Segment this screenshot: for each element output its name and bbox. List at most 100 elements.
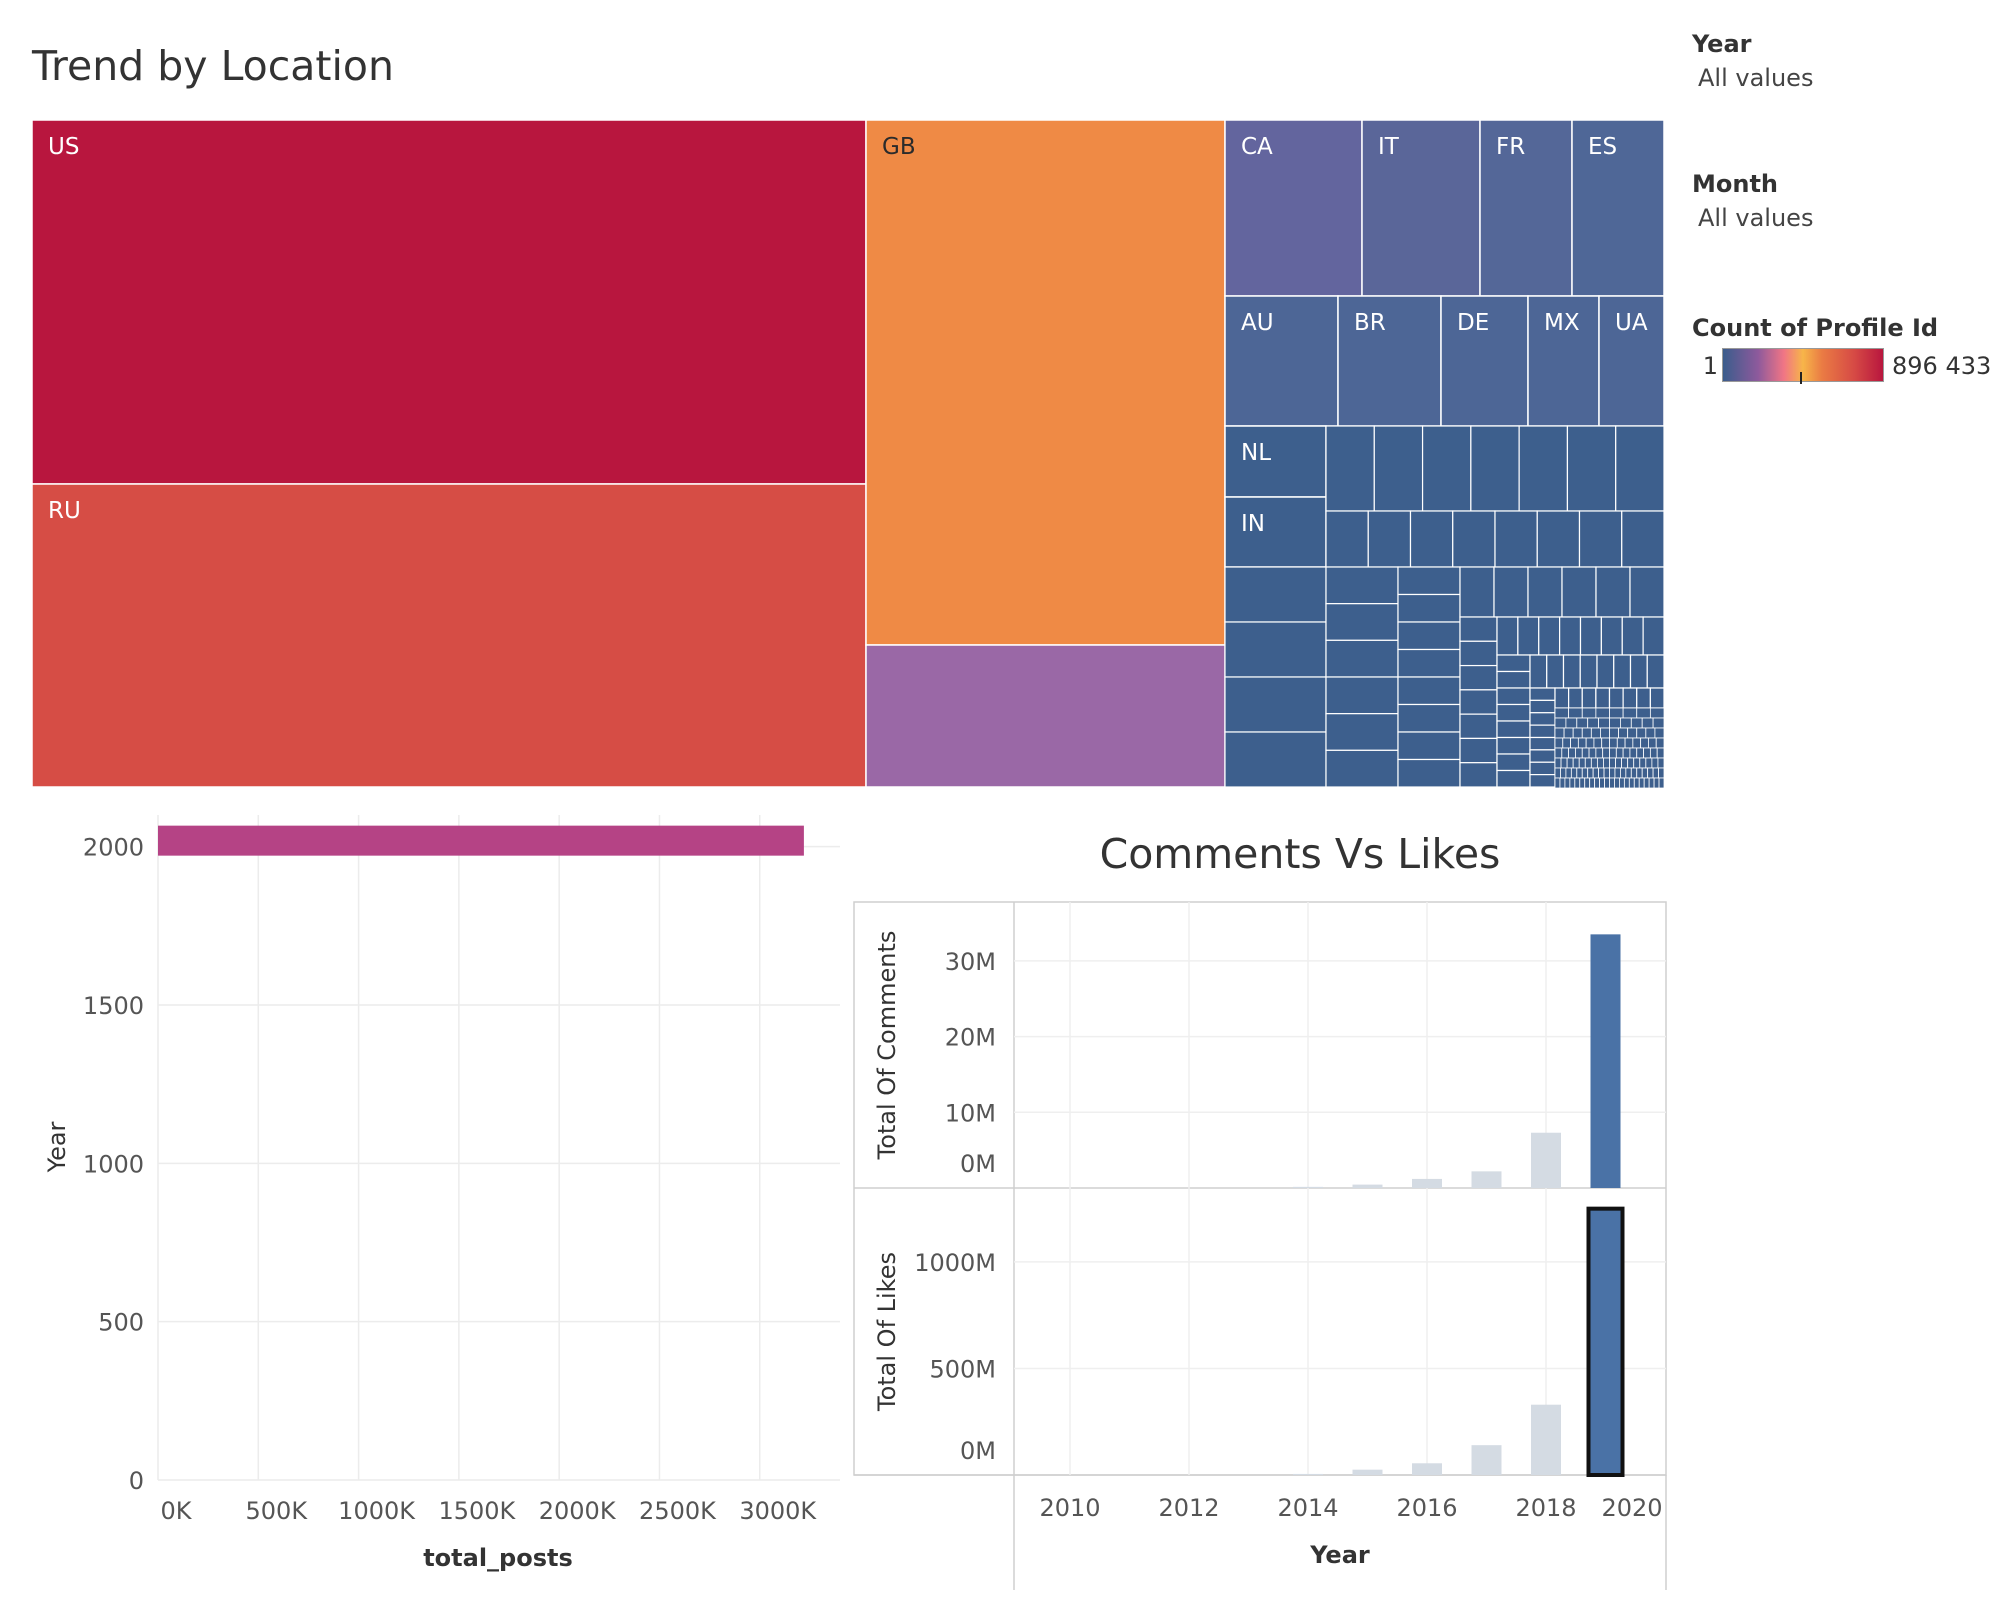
treemap-cell[interactable] — [865, 644, 1226, 788]
treemap-cell-small[interactable] — [1517, 616, 1540, 656]
treemap-cell-small[interactable] — [1579, 616, 1602, 656]
treemap-cell-small[interactable] — [1421, 425, 1472, 512]
treemap-cell-small[interactable] — [1568, 747, 1576, 759]
treemap-cell-small[interactable] — [1619, 777, 1625, 789]
treemap-cell-small[interactable] — [1595, 687, 1611, 709]
treemap-cell-small[interactable] — [1576, 767, 1583, 779]
treemap-cell-small[interactable] — [1470, 425, 1520, 512]
treemap-cell-small[interactable] — [1536, 510, 1581, 568]
treemap-cell-in[interactable] — [1224, 496, 1327, 568]
treemap-cell-small[interactable] — [1615, 757, 1623, 769]
treemap-cell-small[interactable] — [1224, 566, 1327, 623]
treemap-cell-small[interactable] — [1601, 737, 1610, 749]
treemap-cell-de[interactable] — [1440, 295, 1529, 427]
treemap-cell-small[interactable] — [1494, 510, 1538, 568]
treemap-cell-small[interactable] — [1561, 747, 1570, 759]
treemap-cell-small[interactable] — [1554, 687, 1570, 709]
treemap-cell-small[interactable] — [1529, 699, 1556, 714]
treemap-cell-small[interactable] — [1625, 767, 1632, 779]
treemap-cell-small[interactable] — [1554, 737, 1564, 749]
treemap-cell-small[interactable] — [1629, 747, 1638, 759]
treemap-cell-small[interactable] — [1616, 737, 1626, 749]
treemap-cell-small[interactable] — [1518, 425, 1569, 512]
treemap-cell-small[interactable] — [1636, 707, 1651, 719]
treemap-cell-small[interactable] — [1565, 717, 1578, 729]
treemap-cell-small[interactable] — [1560, 767, 1567, 779]
treemap-cell-small[interactable] — [1614, 767, 1621, 779]
treemap-cell-small[interactable] — [1459, 762, 1498, 788]
treemap-cell-small[interactable] — [1595, 707, 1610, 719]
treemap-cell-small[interactable] — [1615, 425, 1665, 512]
treemap-cell-small[interactable] — [1559, 777, 1566, 789]
treemap-cell-small[interactable] — [1633, 777, 1640, 789]
treemap-cell-small[interactable] — [1566, 425, 1617, 512]
treemap-cell-small[interactable] — [1658, 767, 1665, 779]
treemap-cell-small[interactable] — [1565, 767, 1572, 779]
treemap-cell-small[interactable] — [1576, 717, 1589, 729]
treemap-cell-small[interactable] — [1325, 749, 1399, 788]
treemap-cell-small[interactable] — [1572, 757, 1580, 769]
treemap-cell-gb[interactable] — [865, 119, 1226, 646]
treemap-cell-small[interactable] — [1397, 621, 1461, 651]
treemap-cell-fr[interactable] — [1479, 119, 1573, 297]
treemap-cell-small[interactable] — [1654, 727, 1665, 739]
treemap-cell-small[interactable] — [1627, 757, 1635, 769]
treemap-cell-small[interactable] — [1609, 767, 1616, 779]
likes-bar[interactable] — [1293, 1473, 1323, 1475]
likes-bar[interactable] — [1531, 1404, 1561, 1475]
treemap-cell-small[interactable] — [1648, 737, 1657, 749]
treemap-cell-small[interactable] — [1529, 749, 1556, 763]
treemap-cell-small[interactable] — [1554, 727, 1565, 739]
year-filter-value[interactable]: All values — [1698, 64, 1814, 92]
treemap-cell-small[interactable] — [1652, 717, 1665, 729]
treemap-cell-small[interactable] — [1554, 707, 1570, 719]
comments-bar[interactable] — [1531, 1132, 1561, 1188]
treemap-cell-small[interactable] — [1546, 654, 1565, 689]
treemap-cell-small[interactable] — [1574, 777, 1581, 789]
treemap-cell-small[interactable] — [1652, 767, 1659, 779]
treemap-cell-small[interactable] — [1588, 747, 1597, 759]
treemap-cell-small[interactable] — [1562, 654, 1581, 689]
likes-bar[interactable] — [1471, 1445, 1502, 1475]
treemap-cell-small[interactable] — [1579, 654, 1598, 689]
treemap-cell-small[interactable] — [1496, 654, 1531, 673]
treemap-cell-small[interactable] — [1609, 757, 1616, 769]
treemap-cell-small[interactable] — [1570, 767, 1578, 779]
treemap-cell-small[interactable] — [1529, 654, 1548, 689]
treemap-cell-small[interactable] — [1629, 654, 1648, 689]
treemap-cell-small[interactable] — [1628, 777, 1635, 789]
treemap-cell-small[interactable] — [1459, 737, 1498, 764]
treemap-cell-small[interactable] — [1640, 737, 1649, 749]
treemap-cell-small[interactable] — [1577, 737, 1587, 749]
treemap-cell-small[interactable] — [1529, 712, 1556, 726]
likes-bar[interactable] — [1412, 1463, 1442, 1475]
treemap-cell-small[interactable] — [1599, 777, 1605, 789]
treemap-cell-small[interactable] — [1459, 640, 1498, 667]
treemap-cell-small[interactable] — [1595, 747, 1604, 759]
treemap-cell-small[interactable] — [1581, 727, 1592, 739]
treemap-cell-small[interactable] — [1554, 747, 1563, 759]
treemap-cell-small[interactable] — [1594, 777, 1600, 789]
treemap-cell-small[interactable] — [1325, 676, 1399, 715]
treemap-cell-small[interactable] — [1595, 566, 1631, 618]
treemap-cell-small[interactable] — [1589, 777, 1596, 789]
treemap-cell-small[interactable] — [1493, 566, 1529, 618]
treemap-cell-ua[interactable] — [1598, 295, 1665, 427]
treemap-cell-small[interactable] — [1598, 717, 1610, 729]
treemap-cell-small[interactable] — [1581, 767, 1589, 779]
treemap-cell-small[interactable] — [1604, 777, 1610, 789]
treemap-cell-small[interactable] — [1529, 724, 1556, 739]
treemap-cell-es[interactable] — [1571, 119, 1665, 297]
treemap-cell-small[interactable] — [1600, 616, 1623, 656]
treemap-cell-small[interactable] — [1568, 707, 1583, 719]
treemap-cell-small[interactable] — [1587, 767, 1594, 779]
treemap-cell-small[interactable] — [1630, 717, 1643, 729]
treemap-cell-small[interactable] — [1529, 761, 1556, 776]
treemap-cell-small[interactable] — [1600, 727, 1610, 739]
treemap-cell-small[interactable] — [1459, 689, 1498, 715]
treemap-cell-small[interactable] — [1554, 717, 1567, 729]
treemap-cell-small[interactable] — [1459, 616, 1498, 642]
treemap-cell-us[interactable] — [31, 119, 867, 485]
treemap-cell-small[interactable] — [1603, 767, 1610, 779]
treemap-cell-small[interactable] — [1459, 566, 1495, 618]
